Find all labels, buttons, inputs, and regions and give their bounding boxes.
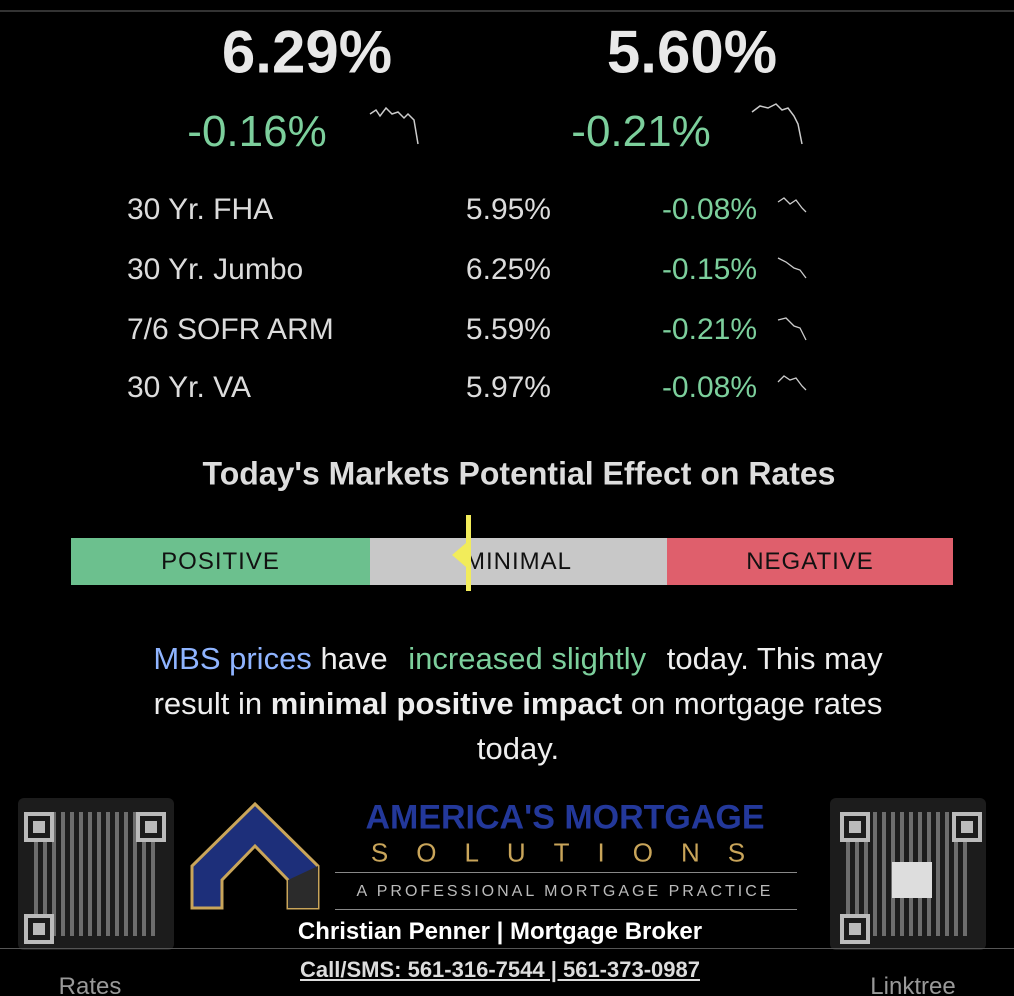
logo [190, 801, 320, 910]
sparkline [777, 375, 807, 391]
sparkline [777, 197, 807, 213]
message-text: have [320, 641, 388, 676]
broker-name: Christian Penner | Mortgage Broker [297, 918, 703, 945]
rule [335, 872, 797, 873]
brand: AMERICA'S MORTGAGE [365, 798, 765, 837]
headline-rate: 5.60% [606, 18, 778, 86]
rate-value: 5.97% [465, 371, 551, 404]
brand-sub: SOLUTIONS [370, 837, 774, 868]
phone: Call/SMS: 561-316-7544 | 561-373-0987 [300, 957, 700, 982]
rate-value: 5.95% [465, 193, 551, 226]
message-text: today. This may result in [153, 641, 883, 721]
scale-negative: NEGATIVE [667, 538, 953, 585]
sparkline [777, 257, 807, 279]
rate-change: -0.15% [661, 253, 757, 286]
rate-value: 6.25% [465, 253, 551, 286]
headline-rate: 6.29% [221, 18, 393, 86]
message-text: increased slightly [408, 641, 647, 676]
headline-change: -0.16% [187, 107, 327, 156]
qr-label: Rates [58, 973, 122, 996]
sparkline [777, 317, 807, 341]
sparkline [751, 103, 803, 145]
qr-label: Linktree [870, 973, 956, 996]
rate-change: -0.08% [661, 371, 757, 404]
effect-title: Today's Markets Potential Effect on Rate… [202, 455, 836, 492]
rate-label: 30 Yr. VA [127, 371, 251, 404]
rate-label: 30 Yr. Jumbo [127, 253, 304, 286]
headline-change: -0.21% [571, 107, 711, 156]
message-text: MBS prices [153, 641, 312, 676]
marker [452, 515, 471, 591]
rate-value: 5.59% [465, 313, 551, 346]
top-rule [0, 10, 1014, 12]
message-text: on mortgage rates today. [476, 686, 883, 766]
message: MBS prices have increased slightly today… [118, 636, 918, 771]
rule [335, 909, 797, 910]
sparkline [369, 106, 419, 145]
rate-change: -0.08% [661, 193, 757, 226]
message-text: minimal positive impact [270, 686, 623, 721]
qr-code [18, 798, 174, 950]
scale-positive: POSITIVE [71, 538, 370, 585]
rule [0, 948, 1014, 949]
qr-code [830, 798, 986, 950]
tagline: A PROFESSIONAL MORTGAGE PRACTICE [356, 883, 774, 900]
scale-minimal: MINIMAL [370, 538, 667, 585]
rate-label: 7/6 SOFR ARM [127, 313, 334, 346]
rate-label: 30 Yr. FHA [127, 193, 274, 226]
rate-change: -0.21% [661, 313, 757, 346]
